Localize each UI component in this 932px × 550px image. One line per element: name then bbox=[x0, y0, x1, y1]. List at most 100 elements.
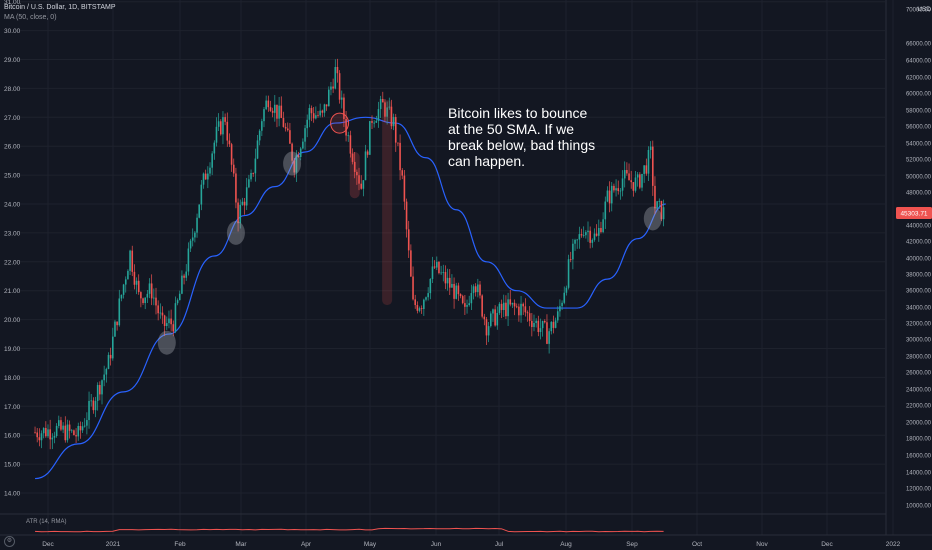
atr-legend[interactable]: ATR (14, RMA) bbox=[26, 519, 67, 525]
left-axis-tick: 25.00 bbox=[4, 173, 21, 180]
candle-body bbox=[578, 234, 581, 240]
candle bbox=[340, 90, 343, 109]
candle bbox=[429, 278, 432, 300]
atr-pane bbox=[0, 513, 886, 533]
candle bbox=[254, 148, 257, 182]
candle bbox=[487, 322, 490, 343]
candle-body bbox=[382, 98, 384, 103]
time-axis-tick: Apr bbox=[301, 541, 312, 548]
candle-body bbox=[442, 272, 445, 273]
left-axis-tick: 22.00 bbox=[4, 259, 21, 266]
candle-body bbox=[150, 283, 153, 299]
candle bbox=[522, 302, 524, 316]
candle-body bbox=[531, 320, 533, 327]
left-axis-tick: 28.00 bbox=[4, 86, 21, 93]
candle-body bbox=[215, 126, 218, 143]
candle bbox=[211, 151, 213, 176]
candle bbox=[226, 112, 229, 147]
chart-grid bbox=[20, 0, 894, 535]
candle-body bbox=[440, 272, 442, 274]
right-axis-tick: 64000.00 bbox=[906, 59, 932, 65]
candle-body bbox=[245, 187, 248, 206]
candle-body bbox=[656, 201, 658, 209]
candle-body bbox=[410, 250, 412, 277]
candle-body bbox=[194, 232, 196, 238]
candle bbox=[502, 294, 505, 318]
candle bbox=[308, 104, 311, 128]
candle-body bbox=[105, 368, 108, 375]
candle-body bbox=[243, 201, 246, 206]
candle bbox=[360, 175, 362, 190]
candle-body bbox=[509, 299, 512, 305]
candle bbox=[652, 140, 654, 196]
candle-body bbox=[392, 117, 395, 127]
candle bbox=[209, 162, 211, 177]
candle-body bbox=[369, 121, 371, 155]
candle-body bbox=[518, 306, 520, 316]
candle bbox=[602, 212, 604, 234]
candle bbox=[109, 347, 112, 366]
symbol-title: Bitcoin / U.S. Dollar, 1D, BITSTAMP bbox=[4, 4, 116, 11]
candle bbox=[187, 242, 190, 276]
left-axis-tick: 30.00 bbox=[4, 28, 21, 35]
candle bbox=[569, 251, 572, 263]
candle-body bbox=[643, 165, 645, 174]
right-axis-tick: 16000.00 bbox=[906, 454, 932, 460]
candle bbox=[595, 224, 598, 237]
candle bbox=[127, 269, 129, 280]
gear-icon[interactable]: ⚙ bbox=[4, 536, 15, 547]
candle bbox=[660, 200, 663, 221]
candle-body bbox=[226, 121, 229, 141]
ma-legend[interactable]: MA (50, close, 0) bbox=[4, 14, 57, 21]
right-axis-tick: 18000.00 bbox=[906, 437, 932, 443]
candle bbox=[561, 300, 563, 310]
candle-body bbox=[204, 173, 207, 180]
candle bbox=[256, 134, 259, 160]
candle-body bbox=[459, 294, 462, 297]
candle bbox=[278, 97, 280, 127]
candle bbox=[77, 422, 80, 441]
candle bbox=[442, 264, 445, 282]
candle-body bbox=[598, 227, 600, 236]
candle bbox=[405, 198, 408, 238]
candle bbox=[88, 391, 90, 429]
candle-body bbox=[103, 374, 105, 381]
candle-body bbox=[178, 293, 181, 301]
candle-body bbox=[407, 229, 410, 251]
bounce-marker bbox=[643, 206, 662, 231]
candle bbox=[276, 104, 278, 128]
candle bbox=[150, 274, 153, 306]
candle-body bbox=[66, 424, 69, 441]
candle bbox=[94, 396, 97, 418]
candle bbox=[282, 111, 285, 128]
candle-body bbox=[405, 201, 408, 230]
candle bbox=[431, 256, 434, 284]
candle bbox=[574, 238, 576, 251]
candle bbox=[178, 290, 181, 301]
candle-body bbox=[170, 318, 172, 325]
candle-body bbox=[241, 201, 244, 205]
candle-body bbox=[483, 316, 486, 320]
candle-body bbox=[116, 321, 118, 326]
candle bbox=[645, 158, 648, 176]
candle bbox=[66, 419, 69, 443]
candle-body bbox=[626, 170, 628, 174]
candle bbox=[47, 424, 49, 439]
candle-body bbox=[552, 321, 555, 328]
candle bbox=[386, 101, 388, 125]
candle-body bbox=[207, 173, 209, 180]
candle bbox=[440, 265, 442, 276]
candle-body bbox=[448, 277, 451, 288]
candle bbox=[312, 106, 315, 123]
candle-body bbox=[323, 104, 326, 113]
candle-body bbox=[334, 66, 337, 89]
candle bbox=[656, 200, 658, 209]
candle-body bbox=[187, 248, 190, 272]
candle bbox=[261, 118, 263, 137]
candle-body bbox=[120, 294, 123, 299]
candle-body bbox=[291, 143, 293, 161]
candle bbox=[453, 277, 455, 309]
candle bbox=[420, 305, 423, 314]
